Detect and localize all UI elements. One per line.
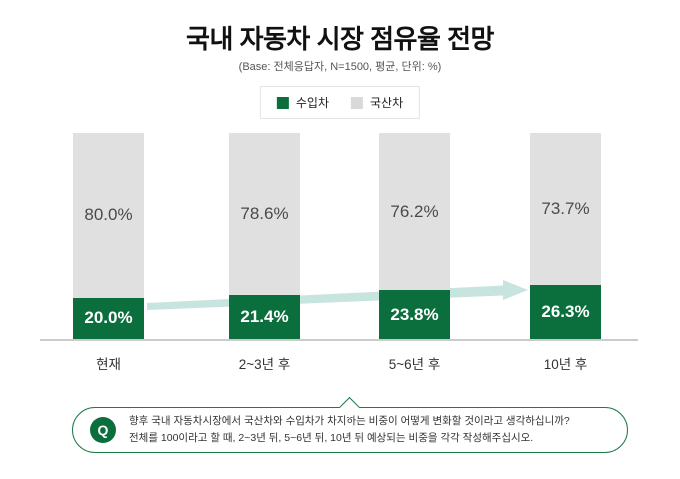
category-label-2: 2~3년 후 xyxy=(238,357,291,372)
bar-1: 80.0% 20.0% xyxy=(73,133,144,339)
category-label-1: 현재 xyxy=(96,357,121,372)
legend-item-domestic: 국산차 xyxy=(351,94,403,111)
bar-1-domestic-segment: 80.0% xyxy=(73,133,144,298)
page-title: 국내 자동차 시장 점유율 전망 xyxy=(186,24,494,54)
question-line-2: 전체를 100이라고 할 때, 2~3년 뒤, 5~6년 뒤, 10년 뒤 예상… xyxy=(129,432,534,444)
bar-4-imported-segment: 26.3% xyxy=(530,284,601,339)
bar-3: 76.2% 23.8% xyxy=(379,133,450,339)
bar-2: 78.6% 21.4% xyxy=(229,133,300,339)
question-text: 향후 국내 자동차시장에서 국산차와 수입차가 차지하는 비중이 어떻게 변화할… xyxy=(129,413,570,447)
question-icon: Q xyxy=(90,417,116,443)
bar-2-imported-value: 21.4% xyxy=(240,306,289,326)
x-axis-line xyxy=(40,339,638,341)
bar-3-domestic-segment: 76.2% xyxy=(379,133,450,290)
category-label-4: 10년 후 xyxy=(543,357,588,372)
legend-swatch-imported xyxy=(276,96,289,109)
bar-2-domestic-value: 78.6% xyxy=(240,203,289,223)
legend-label-imported: 수입차 xyxy=(295,96,329,110)
bar-3-domestic-value: 76.2% xyxy=(390,201,439,221)
legend-swatch-domestic xyxy=(351,96,363,109)
legend: 수입차 국산차 xyxy=(259,86,421,119)
bar-4: 73.7% 26.3% xyxy=(530,133,601,339)
bar-2-domestic-segment: 78.6% xyxy=(229,133,300,295)
survey-question-box: Q 향후 국내 자동차시장에서 국산차와 수입차가 차지하는 비중이 어떻게 변… xyxy=(72,396,628,453)
category-label-3: 5~6년 후 xyxy=(388,357,441,372)
bar-4-domestic-value: 73.7% xyxy=(541,198,590,218)
chart-base-note: (Base: 전체응답자, N=1500, 평균, 단위: %) xyxy=(238,61,442,73)
bar-2-imported-segment: 21.4% xyxy=(229,294,300,339)
bar-1-domestic-value: 80.0% xyxy=(84,205,133,225)
bar-1-imported-segment: 20.0% xyxy=(73,297,144,339)
legend-label-domestic: 국산차 xyxy=(370,96,404,110)
bar-3-imported-segment: 23.8% xyxy=(379,290,450,339)
legend-item-imported: 수입차 xyxy=(276,94,329,111)
question-line-1: 향후 국내 자동차시장에서 국산차와 수입차가 차지하는 비중이 어떻게 변화할… xyxy=(129,415,570,428)
bar-1-imported-value: 20.0% xyxy=(84,308,133,328)
bar-4-domestic-segment: 73.7% xyxy=(530,133,601,285)
bar-3-imported-value: 23.8% xyxy=(390,304,439,324)
bar-4-imported-value: 26.3% xyxy=(541,301,590,321)
